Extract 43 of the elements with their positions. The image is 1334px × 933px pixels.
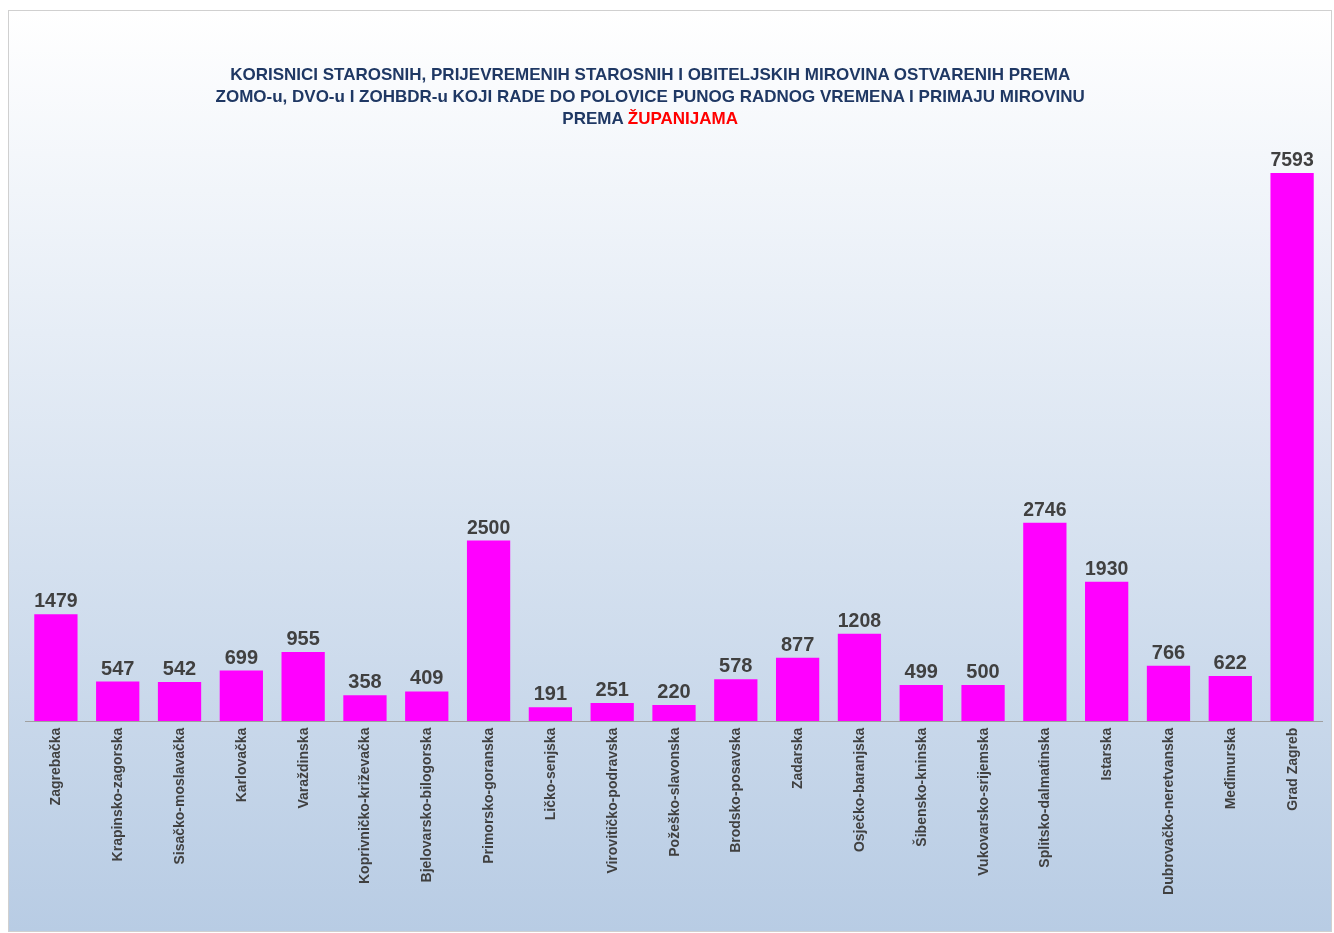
x-tick-label: Osječko-baranjska bbox=[850, 727, 867, 853]
data-label: 7593 bbox=[1270, 148, 1314, 171]
data-label: 499 bbox=[904, 659, 938, 682]
data-label: 699 bbox=[224, 645, 259, 668]
data-label: 2746 bbox=[1023, 497, 1067, 520]
x-tick-label: Dubrovačko-neretvanska bbox=[1160, 727, 1177, 895]
data-label: 251 bbox=[595, 677, 629, 700]
x-tick-label: Splitsko-dalmatinska bbox=[1036, 727, 1053, 868]
data-label: 955 bbox=[286, 627, 320, 650]
data-label: 500 bbox=[966, 659, 1000, 682]
data-label: 409 bbox=[410, 666, 444, 689]
x-tick-label: Vukovarsko-srijemska bbox=[974, 727, 991, 876]
x-tick-label: Virovitičko-podravska bbox=[603, 727, 620, 874]
data-label: 547 bbox=[101, 656, 135, 679]
x-tick-label: Varaždinska bbox=[294, 727, 311, 809]
data-label: 877 bbox=[780, 632, 815, 655]
x-tick-label: Požeško-slavonska bbox=[665, 727, 682, 857]
data-label: 2500 bbox=[466, 515, 511, 538]
x-tick-label: Međimurska bbox=[1221, 727, 1238, 810]
x-tick-label: Karlovačka bbox=[232, 727, 249, 803]
x-tick-label: Krapinsko-zagorska bbox=[109, 727, 126, 862]
x-tick-label: Brodsko-posavska bbox=[727, 727, 744, 853]
data-label: 1208 bbox=[837, 608, 882, 631]
x-tick-label: Koprivničko-križevačka bbox=[356, 727, 373, 885]
chart-title: KORISNICI STAROSNIH, PRIJEVREMENIH STAROSNIH I OBITELJSKIH MIROVINA OSTVARENIH PREMA ZOMO-u, DVO-u I ZOHBDR-u KOJI RADE DO POLOVICE PUNOG RADNOG VREMENA I PRIMAJU MIROVINU PREMA ŽUPANIJAMA bbox=[215, 65, 1085, 129]
x-tick-label: Bjelovarsko-bilogorska bbox=[418, 727, 435, 883]
x-tick-label: Primorsko-goranska bbox=[480, 727, 497, 864]
data-label: 220 bbox=[657, 680, 691, 703]
data-label: 191 bbox=[533, 682, 568, 705]
x-tick-label: Šibensko-kninska bbox=[911, 727, 929, 847]
x-tick-label: Istarska bbox=[1098, 727, 1115, 781]
data-label: 766 bbox=[1151, 640, 1186, 663]
data-label: 1479 bbox=[34, 589, 78, 612]
x-tick-label: Ličko-senjska bbox=[541, 727, 558, 821]
data-label: 1930 bbox=[1085, 556, 1129, 579]
data-label: 622 bbox=[1213, 651, 1247, 674]
x-tick-label: Zagrebačka bbox=[47, 727, 64, 806]
data-label: 578 bbox=[719, 654, 753, 677]
x-tick-label: Sisačko-moslavačka bbox=[171, 727, 188, 865]
x-tick-label: Grad Zagreb bbox=[1283, 727, 1300, 811]
data-label: 358 bbox=[348, 670, 382, 693]
data-label: 542 bbox=[162, 656, 197, 679]
x-tick-label: Zadarska bbox=[789, 727, 806, 790]
